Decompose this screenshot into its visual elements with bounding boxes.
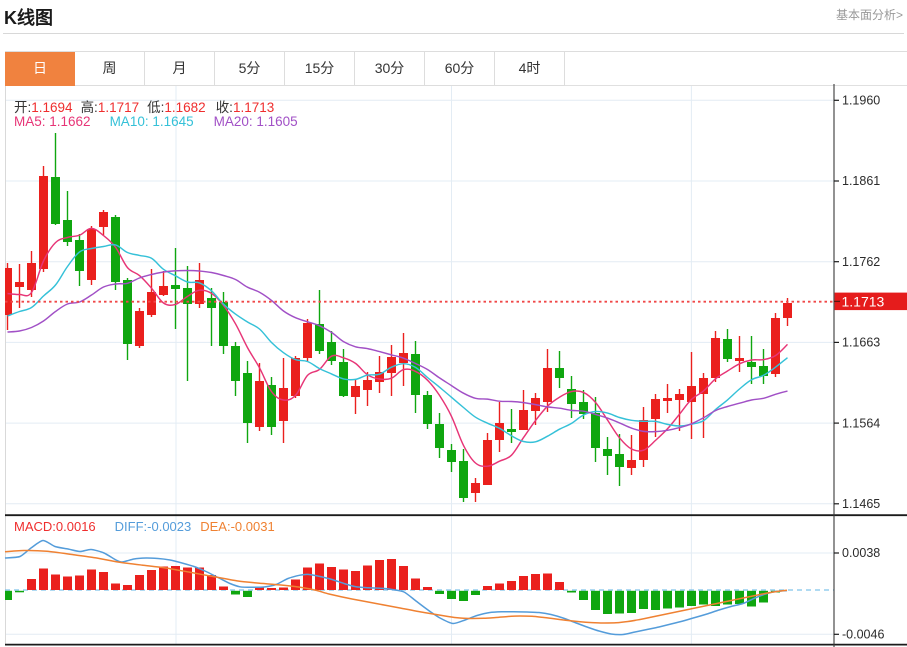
svg-text:1.1465: 1.1465 <box>842 497 880 511</box>
svg-text:1.1713: 1.1713 <box>842 293 885 309</box>
svg-text:1.1663: 1.1663 <box>842 336 880 350</box>
svg-text:0.0038: 0.0038 <box>842 546 880 560</box>
svg-text:1.1564: 1.1564 <box>842 416 880 430</box>
svg-text:1.1960: 1.1960 <box>842 94 880 108</box>
svg-text:1.1861: 1.1861 <box>842 174 880 188</box>
svg-text:-0.0046: -0.0046 <box>842 628 884 642</box>
svg-text:1.1762: 1.1762 <box>842 255 880 269</box>
